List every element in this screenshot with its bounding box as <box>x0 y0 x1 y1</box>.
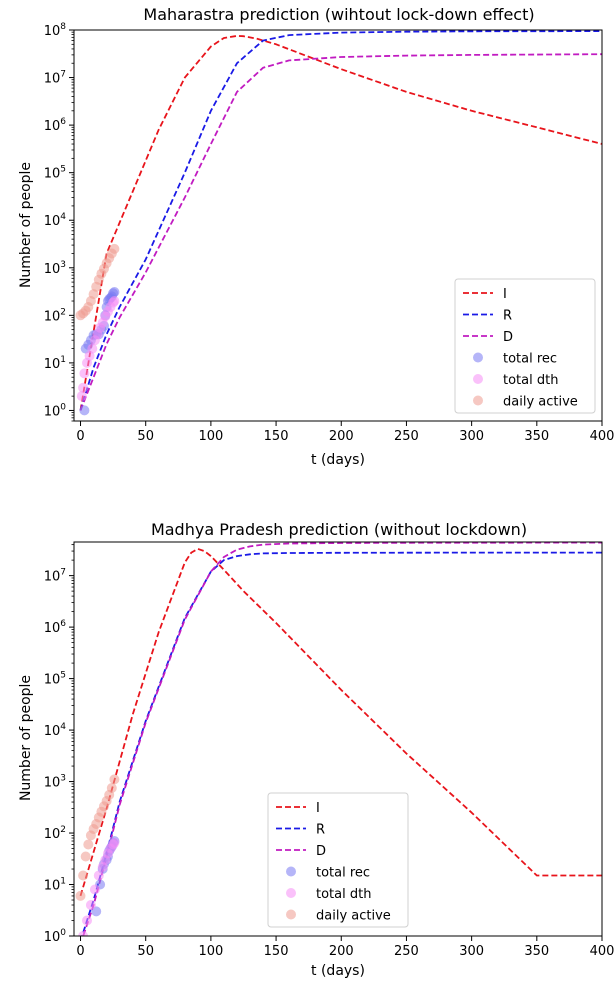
legend-box <box>454 278 596 414</box>
data-point-daily-active <box>80 851 91 862</box>
x-tick-label: 150 <box>264 429 289 444</box>
legend-label: total rec <box>503 352 557 367</box>
y-tick-label: 108 <box>44 22 67 39</box>
data-point-total-dth <box>87 343 98 354</box>
y-axis-label: Number of people <box>18 162 34 288</box>
x-tick-label: 250 <box>394 429 419 444</box>
y-tick-label: 106 <box>44 619 67 636</box>
x-tick-label: 300 <box>459 429 484 444</box>
y-tick-label: 104 <box>44 212 67 229</box>
chart-madhya-pradesh: Madhya Pradesh prediction (without lockd… <box>18 520 614 979</box>
legend-label: I <box>316 801 320 816</box>
legend-label: D <box>316 844 326 859</box>
legend-swatch <box>286 888 296 898</box>
x-tick-label: 100 <box>198 944 223 959</box>
x-tick-label: 50 <box>137 429 154 444</box>
x-axis-label: t (days) <box>311 452 365 468</box>
data-point-daily-active <box>109 243 120 254</box>
data-point-daily-active <box>75 890 86 901</box>
x-tick-label: 400 <box>590 944 615 959</box>
chart-title: Madhya Pradesh prediction (without lockd… <box>151 520 527 539</box>
x-tick-label: 50 <box>137 944 154 959</box>
data-point-total-dth <box>82 915 92 926</box>
y-tick-label: 100 <box>44 402 67 419</box>
legend-label: total rec <box>316 866 370 881</box>
chart-title: Maharastra prediction (wihtout lock-down… <box>143 5 534 24</box>
data-point-daily-active <box>83 839 94 850</box>
series-line-i <box>79 35 602 411</box>
legend-box <box>267 792 409 928</box>
x-tick-label: 300 <box>459 944 484 959</box>
data-point-total-dth <box>109 837 120 848</box>
legend-label: D <box>503 330 513 345</box>
legend-label: total dth <box>316 887 371 902</box>
data-point-total-rec <box>79 405 90 416</box>
data-point-total-rec <box>109 287 120 297</box>
y-axis-label: Number of people <box>18 675 34 801</box>
legend-swatch <box>286 866 296 877</box>
x-tick-label: 0 <box>76 429 84 444</box>
y-tick-label: 104 <box>44 722 67 739</box>
y-tick-label: 103 <box>44 774 66 791</box>
plot-frame <box>73 29 603 422</box>
legend-swatch <box>286 909 296 920</box>
data-point-total-dth <box>78 931 89 936</box>
series-line-r <box>79 30 602 411</box>
series-line-d <box>79 53 602 411</box>
x-tick-label: 350 <box>524 944 549 959</box>
legend-label: daily active <box>316 909 391 924</box>
x-tick-label: 200 <box>329 944 354 959</box>
x-tick-label: 200 <box>329 429 354 444</box>
data-point-total-dth <box>85 900 96 910</box>
x-tick-label: 0 <box>76 944 84 959</box>
data-point-daily-active <box>109 774 120 785</box>
y-tick-label: 101 <box>44 877 66 894</box>
data-point-total-dth <box>79 368 90 379</box>
y-tick-label: 103 <box>44 260 66 277</box>
legend-swatch <box>473 395 483 406</box>
y-tick-label: 100 <box>44 928 67 945</box>
x-axis-label: t (days) <box>311 963 365 979</box>
y-tick-label: 106 <box>44 117 67 134</box>
y-tick-label: 102 <box>44 825 66 842</box>
legend-swatch <box>473 374 483 384</box>
y-tick-label: 101 <box>44 355 66 372</box>
y-tick-label: 107 <box>44 568 66 585</box>
data-point-total-dth <box>78 382 89 393</box>
x-tick-label: 250 <box>394 944 419 959</box>
x-tick-label: 400 <box>590 429 615 444</box>
series-line-d <box>82 542 602 936</box>
data-point-daily-active <box>106 783 117 793</box>
x-tick-label: 150 <box>264 944 289 959</box>
chart-maharastra: Maharastra prediction (wihtout lock-down… <box>18 5 614 468</box>
y-tick-label: 102 <box>44 307 66 324</box>
legend-label: daily active <box>503 395 578 410</box>
data-point-total-dth <box>89 884 100 895</box>
data-point-total-dth <box>109 296 120 306</box>
x-tick-label: 350 <box>524 429 549 444</box>
y-tick-label: 105 <box>44 671 66 688</box>
data-point-total-dth <box>76 391 87 402</box>
plot-frame <box>73 541 603 937</box>
legend-label: R <box>316 823 325 838</box>
y-tick-label: 105 <box>44 165 66 182</box>
data-point-daily-active <box>78 870 89 881</box>
legend-label: I <box>503 287 507 302</box>
legend-label: total dth <box>503 373 558 388</box>
legend-swatch <box>473 352 483 363</box>
data-point-total-dth <box>93 870 104 881</box>
y-tick-label: 107 <box>44 70 66 87</box>
legend-label: R <box>503 309 512 324</box>
x-tick-label: 100 <box>198 429 223 444</box>
series-line-i <box>79 548 602 897</box>
